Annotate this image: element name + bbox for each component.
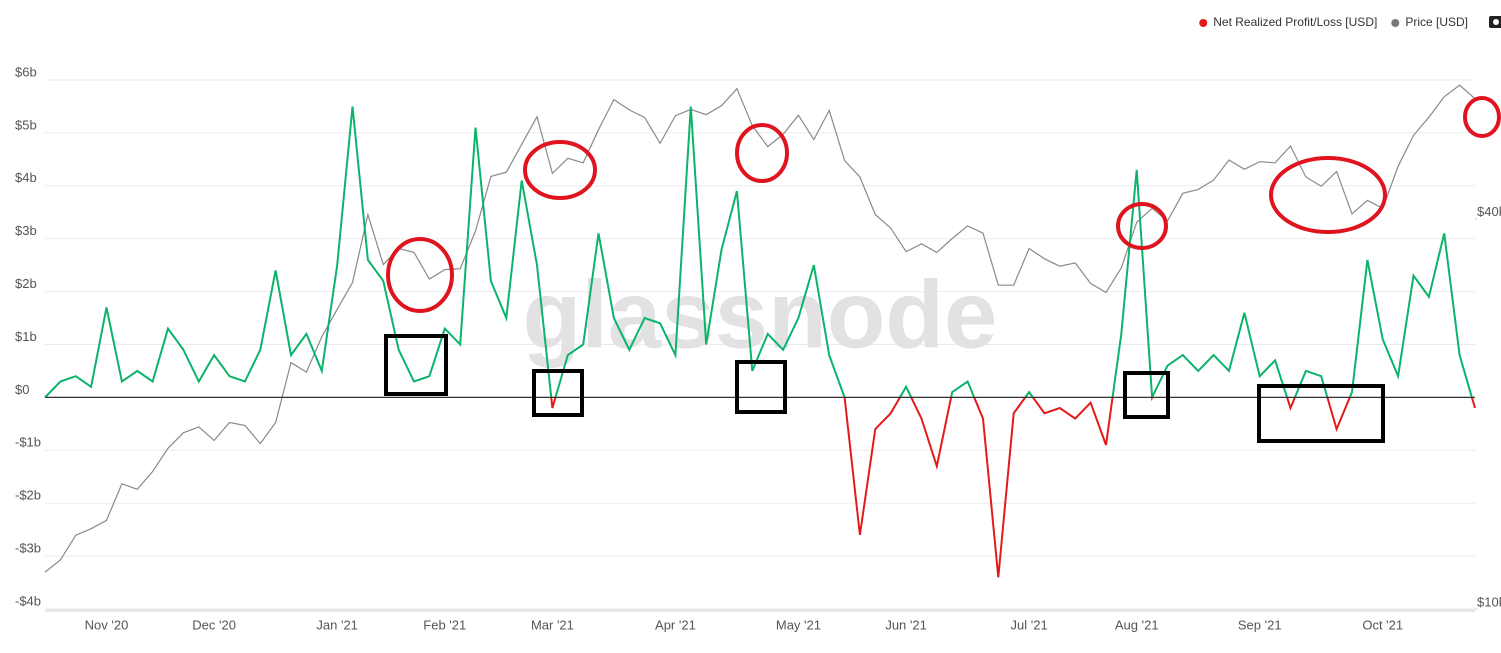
annotation-box [735,360,787,414]
camera-icon[interactable] [1489,16,1501,28]
annotation-ellipse [523,140,597,200]
y2-tick-label: $10k [1477,594,1501,609]
annotation-ellipse [386,237,454,313]
x-tick-label: Aug '21 [1115,617,1159,632]
annotations [384,96,1501,443]
annotation-ellipse [1463,96,1501,138]
annotation-box [1123,371,1170,419]
annotation-ellipse [1269,156,1387,234]
y-tick-label: $0 [15,382,29,397]
x-tick-label: Nov '20 [85,617,129,632]
x-axis-band [45,609,1475,612]
y-tick-label: $3b [15,223,37,238]
annotation-box [532,369,584,417]
annotation-ellipse [735,123,789,183]
y-tick-label: $6b [15,64,37,79]
y-tick-label: -$1b [15,435,41,450]
x-tick-label: Oct '21 [1362,617,1403,632]
price-line [44,84,1476,573]
legend-swatch [1199,19,1208,27]
annotation-box [384,334,448,396]
y-tick-label: -$4b [15,593,41,608]
x-tick-label: Jan '21 [316,617,358,632]
nrpl-line-positive [44,106,1473,398]
y-tick-label: $5b [15,117,37,132]
x-tick-label: Feb '21 [423,617,466,632]
x-tick-label: Sep '21 [1238,617,1282,632]
y-tick-label: $4b [15,170,37,185]
x-tick-label: Apr '21 [655,617,696,632]
y-tick-label: -$2b [15,488,41,503]
x-tick-label: Jun '21 [885,617,927,632]
annotation-box [1257,384,1385,443]
legend-swatch [1391,19,1400,27]
legend-label: Net Realized Profit/Loss [USD] [1213,15,1377,29]
x-tick-label: Jul '21 [1011,617,1048,632]
x-tick-label: Mar '21 [531,617,574,632]
y-tick-label: $1b [15,329,37,344]
y-tick-label: $2b [15,276,37,291]
x-tick-label: Dec '20 [192,617,236,632]
y2-tick-label: $40k [1477,204,1501,219]
annotation-ellipse [1116,202,1168,250]
y-tick-label: -$3b [15,541,41,556]
x-tick-label: May '21 [776,617,821,632]
legend-label: Price [USD] [1405,15,1468,29]
